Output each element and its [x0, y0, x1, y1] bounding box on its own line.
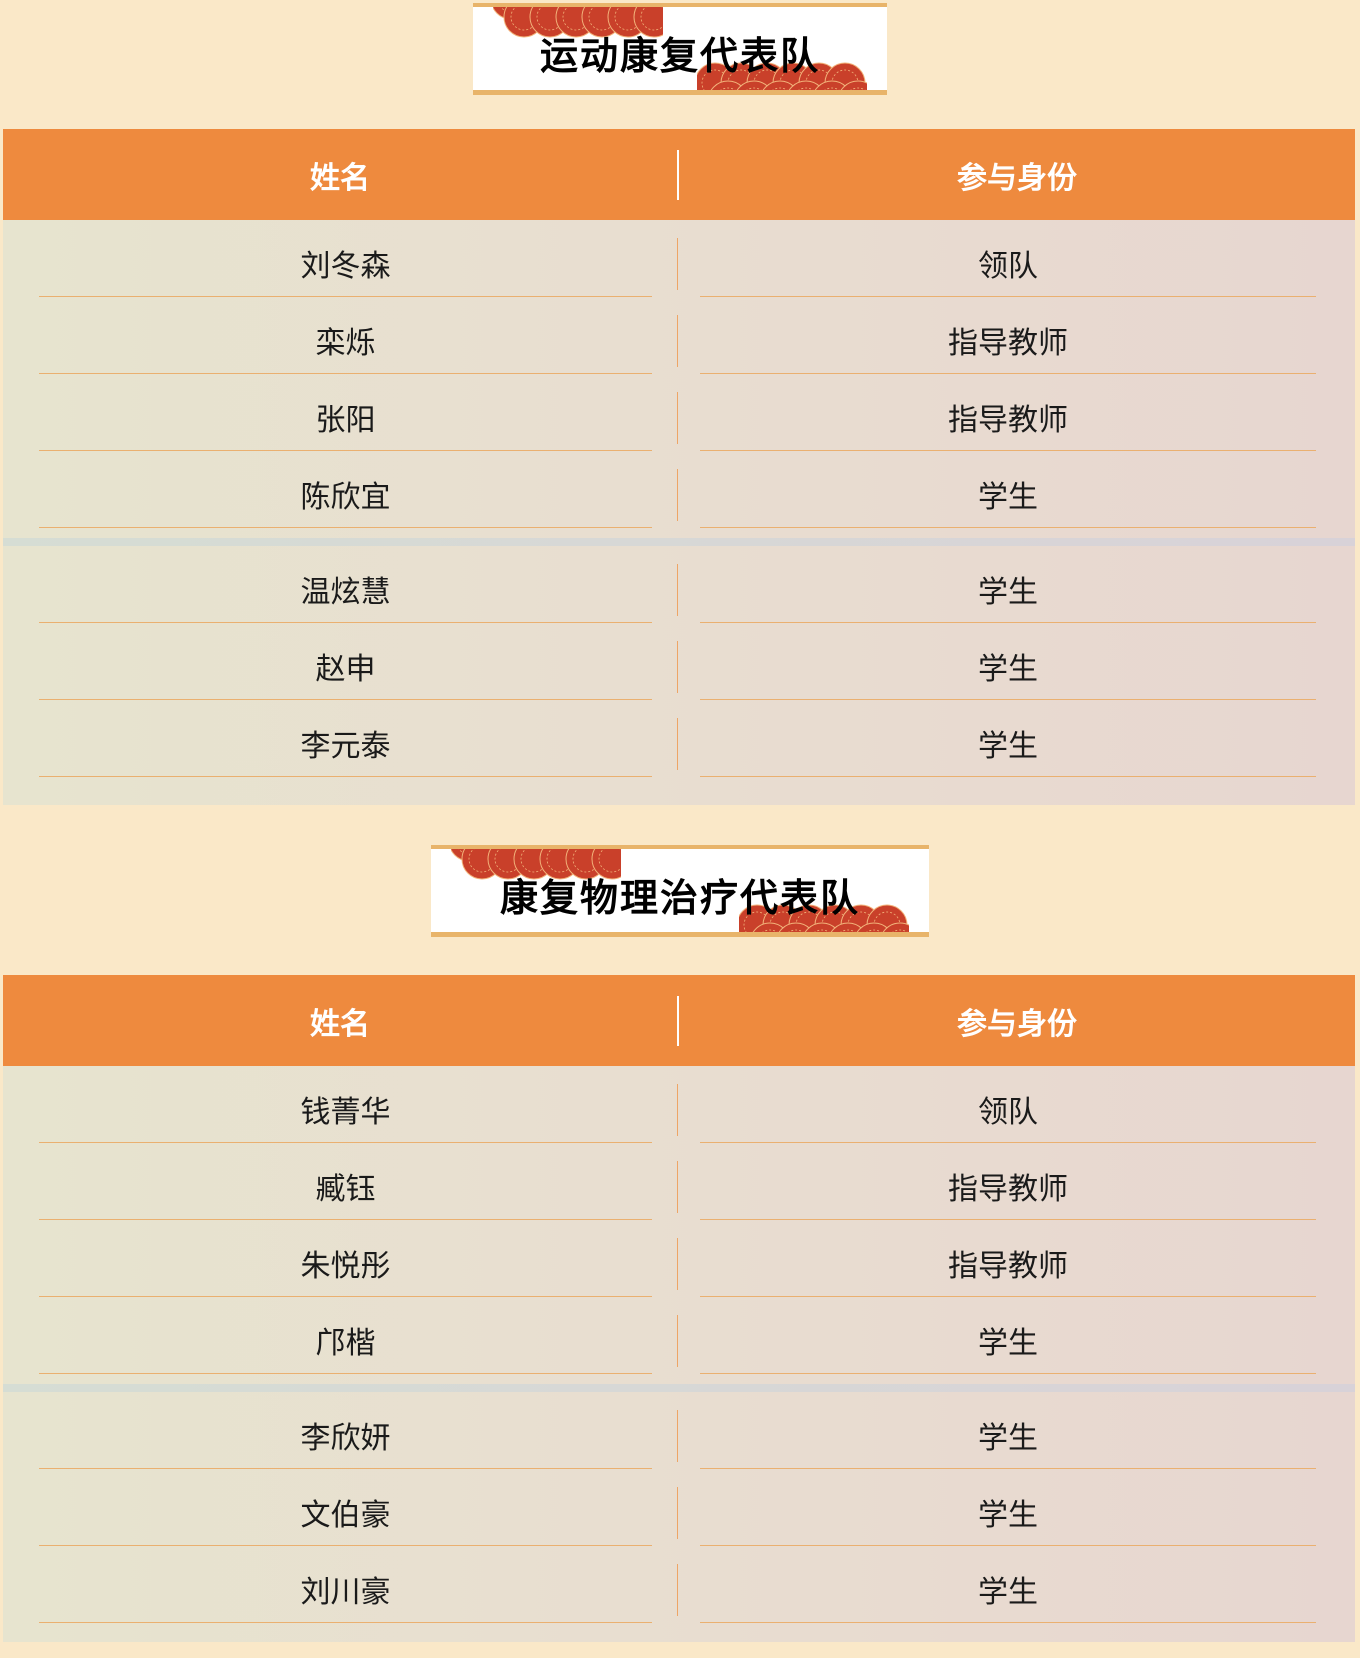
- column-divider: [677, 1410, 678, 1462]
- column-divider: [677, 1084, 678, 1136]
- table-row: 朱悦彤 指导教师: [3, 1230, 1355, 1307]
- table-row: 温炫慧 学生: [3, 556, 1355, 633]
- member-role: 指导教师: [700, 384, 1316, 451]
- member-name: 刘川豪: [39, 1556, 652, 1623]
- member-name: 陈欣宜: [39, 461, 652, 528]
- header-role: 参与身份: [957, 1006, 1077, 1042]
- member-role: 学生: [700, 710, 1316, 777]
- member-name: 温炫慧: [39, 556, 652, 623]
- row-group: 刘冬森 领队 栾烁 指导教师 张阳 指导教师 陈欣宜 学生: [3, 220, 1355, 538]
- column-divider: [677, 392, 678, 444]
- cloud-decoration-icon: [492, 7, 675, 51]
- member-role: 指导教师: [700, 1230, 1316, 1297]
- column-divider: [677, 641, 678, 693]
- table-body: 刘冬森 领队 栾烁 指导教师 张阳 指导教师 陈欣宜 学生 温炫慧 学生 赵申 …: [3, 220, 1355, 805]
- header-divider: [677, 995, 679, 1046]
- member-role: 指导教师: [700, 307, 1316, 374]
- table-row: 李欣妍 学生: [3, 1402, 1355, 1479]
- table-row: 刘冬森 领队: [3, 230, 1355, 307]
- member-name: 张阳: [39, 384, 652, 451]
- table-row: 李元泰 学生: [3, 710, 1355, 787]
- section-title: 运动康复代表队: [539, 34, 820, 78]
- table-row: 陈欣宜 学生: [3, 461, 1355, 538]
- section-title-banner: 康复物理治疗代表队: [431, 845, 929, 937]
- member-role: 学生: [700, 461, 1316, 528]
- section-title: 康复物理治疗代表队: [499, 876, 860, 920]
- member-role: 学生: [700, 1479, 1316, 1546]
- member-name: 栾烁: [39, 307, 652, 374]
- table-row: 张阳 指导教师: [3, 384, 1355, 461]
- column-divider: [677, 1487, 678, 1539]
- header-role: 参与身份: [957, 160, 1077, 196]
- group-separator: [3, 538, 1355, 546]
- member-name: 邝楷: [39, 1307, 652, 1374]
- group-separator: [3, 1384, 1355, 1392]
- table-row: 文伯豪 学生: [3, 1479, 1355, 1556]
- header-name: 姓名: [310, 160, 370, 196]
- row-group: 钱菁华 领队 臧钰 指导教师 朱悦彤 指导教师 邝楷 学生: [3, 1066, 1355, 1384]
- column-divider: [677, 315, 678, 367]
- member-role: 领队: [700, 230, 1316, 297]
- table-body: 钱菁华 领队 臧钰 指导教师 朱悦彤 指导教师 邝楷 学生 李欣妍 学生 文伯豪…: [3, 1066, 1355, 1642]
- table-row: 钱菁华 领队: [3, 1076, 1355, 1153]
- member-role: 学生: [700, 633, 1316, 700]
- row-group: 温炫慧 学生 赵申 学生 李元泰 学生: [3, 546, 1355, 787]
- header-divider: [677, 149, 679, 200]
- table-row: 邝楷 学生: [3, 1307, 1355, 1384]
- table-row: 赵申 学生: [3, 633, 1355, 710]
- member-role: 学生: [700, 1307, 1316, 1374]
- member-name: 钱菁华: [39, 1076, 652, 1143]
- header-name: 姓名: [310, 1006, 370, 1042]
- member-name: 李欣妍: [39, 1402, 652, 1469]
- column-divider: [677, 238, 678, 290]
- column-divider: [677, 469, 678, 521]
- table-row: 刘川豪 学生: [3, 1556, 1355, 1633]
- member-role: 指导教师: [700, 1153, 1316, 1220]
- member-name: 文伯豪: [39, 1479, 652, 1546]
- member-name: 刘冬森: [39, 230, 652, 297]
- column-divider: [677, 1161, 678, 1213]
- row-group: 李欣妍 学生 文伯豪 学生 刘川豪 学生: [3, 1392, 1355, 1633]
- table-row: 栾烁 指导教师: [3, 307, 1355, 384]
- member-role: 学生: [700, 556, 1316, 623]
- section-title-banner: 运动康复代表队: [473, 3, 887, 95]
- table-row: 臧钰 指导教师: [3, 1153, 1355, 1230]
- member-name: 赵申: [39, 633, 652, 700]
- table-header: 姓名 参与身份: [3, 129, 1355, 220]
- member-name: 臧钰: [39, 1153, 652, 1220]
- member-role: 学生: [700, 1402, 1316, 1469]
- table-header: 姓名 参与身份: [3, 975, 1355, 1066]
- column-divider: [677, 718, 678, 770]
- member-role: 学生: [700, 1556, 1316, 1623]
- column-divider: [677, 564, 678, 616]
- member-name: 朱悦彤: [39, 1230, 652, 1297]
- member-name: 李元泰: [39, 710, 652, 777]
- member-role: 领队: [700, 1076, 1316, 1143]
- cloud-decoration-icon: [694, 61, 876, 90]
- cloud-decoration-icon: [736, 903, 918, 932]
- column-divider: [677, 1315, 678, 1367]
- column-divider: [677, 1564, 678, 1616]
- column-divider: [677, 1238, 678, 1290]
